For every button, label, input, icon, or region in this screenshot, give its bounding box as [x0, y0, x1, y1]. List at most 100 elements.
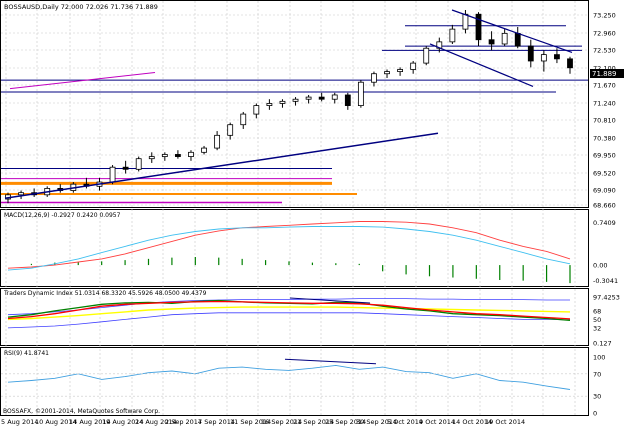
- candle-body: [331, 94, 338, 100]
- candle-body: [188, 151, 194, 157]
- tdi-title: Traders Dynamic Index 51.0314 68.3320 45…: [3, 290, 207, 297]
- tdi-divergence-line[interactable]: [289, 297, 371, 304]
- time-axis-label: 19 Aug 2014: [102, 418, 144, 426]
- candle-body: [18, 192, 24, 196]
- time-axis-label: 19 Oct 2014: [485, 418, 525, 426]
- candle-body: [344, 94, 351, 106]
- candle-body: [527, 45, 534, 62]
- candle-body: [292, 98, 299, 102]
- candle-body: [567, 58, 573, 69]
- candle-body: [449, 28, 456, 43]
- candle-body: [501, 32, 508, 45]
- grid-lines: [1, 1, 588, 415]
- candle-body: [514, 32, 521, 47]
- tdi-axis-label: 0.127: [593, 340, 612, 348]
- candle-body: [371, 73, 377, 83]
- price-axis: 73.250 72.960 72.530 72.100 71.670 71.240 70.8…: [593, 12, 616, 210]
- price-axis-label: 72.530: [593, 47, 616, 55]
- rsi-axis: 100 70 30 0: [593, 354, 605, 418]
- time-axis-label: 21 Sep 2014: [293, 418, 334, 426]
- time-axis-label: 9 Oct 2014: [419, 418, 455, 426]
- candle-body: [109, 166, 116, 183]
- macd-main-line: [7, 226, 571, 271]
- current-price-marker: [590, 69, 624, 78]
- price-axis-label: 68.660: [593, 202, 616, 210]
- uptrend-line[interactable]: [4, 132, 439, 199]
- candle-body: [475, 13, 482, 41]
- panel-frames: [0, 0, 589, 416]
- rsi-axis-label: 30: [593, 393, 601, 401]
- time-axis-label: 14 Oct 2014: [452, 418, 492, 426]
- price-axis-label: 71.240: [593, 100, 616, 108]
- time-axis-label: 16 Sep 2014: [261, 418, 302, 426]
- time-axis-label: 24 Aug 2014: [135, 418, 177, 426]
- rsi-line: [7, 364, 571, 390]
- candle-body: [240, 113, 247, 126]
- candle-body: [318, 96, 325, 100]
- tdi-axis-label: 68: [593, 307, 601, 315]
- candle-body: [357, 81, 364, 106]
- time-axis-label: 11 Sep 2014: [230, 418, 271, 426]
- candle-body: [253, 105, 260, 115]
- candle-body: [397, 69, 403, 73]
- time-axis-label: 5 Oct 2014: [387, 418, 423, 426]
- candle-body: [462, 13, 469, 30]
- price-axis-label: 71.670: [593, 82, 616, 90]
- macd-axis-label: 0.00: [593, 262, 607, 270]
- candle-body: [122, 166, 129, 170]
- candle-body: [135, 158, 142, 170]
- candle-body: [214, 134, 221, 149]
- tdi-indicator: [7, 297, 571, 329]
- candle-body: [161, 154, 168, 157]
- tdi-upper-band-line: [7, 298, 570, 316]
- price-axis-label: 69.950: [593, 152, 616, 160]
- copyright-text: BOSSAFX, ©2001-2014, MetaQuotes Software…: [3, 408, 160, 415]
- tdi-yellow-mid-line: [7, 306, 571, 321]
- time-axis-label: 14 Aug 2014: [69, 418, 111, 426]
- current-price-label: 71.889: [592, 70, 617, 78]
- magenta-trendline[interactable]: [9, 71, 156, 90]
- candle-body: [384, 71, 390, 75]
- tdi-red-line: [7, 300, 571, 320]
- downtrend-channel-lower[interactable]: [429, 43, 534, 88]
- rsi-divergence-line[interactable]: [284, 358, 377, 365]
- candle-body: [201, 147, 207, 153]
- candle-body: [305, 96, 312, 100]
- price-axis-label: 73.250: [593, 12, 616, 20]
- macd-indicator: [7, 221, 571, 284]
- rsi-axis-label: 0: [593, 410, 597, 418]
- time-axis-label: 25 Sep 2014: [325, 418, 366, 426]
- rsi-panel-frame: [0, 347, 589, 416]
- price-axis-label: 70.380: [593, 135, 616, 143]
- time-axis-label: 5 Aug 2014: [1, 418, 39, 426]
- tdi-lower-band-line: [7, 312, 571, 329]
- time-axis-label: 2 Sep 2014: [165, 418, 202, 426]
- rsi-axis-label: 70: [593, 370, 601, 378]
- candle-body: [175, 154, 181, 157]
- price-panel-frame: [0, 0, 589, 208]
- tdi-axis-label: 32: [593, 324, 601, 332]
- candle-body: [423, 47, 430, 64]
- tdi-axis-label: 97.4253: [593, 294, 620, 302]
- macd-axis: 0.7409 0.00 -0.3041: [593, 219, 618, 285]
- downtrend-channel-upper[interactable]: [451, 9, 573, 54]
- rsi-axis-label: 100: [593, 354, 605, 362]
- candle-body: [148, 156, 155, 160]
- candle-body: [227, 124, 234, 136]
- rsi-indicator: [1, 358, 588, 397]
- macd-title: MACD(12,26,9) -0.2927 0.2420 0.0957: [4, 212, 121, 219]
- macd-panel-frame: [0, 209, 589, 287]
- price-axis-label: 69.090: [593, 187, 616, 195]
- macd-signal-line: [7, 221, 571, 269]
- time-axis-label: 10 Aug 2014: [35, 418, 77, 426]
- candle-body: [488, 39, 495, 45]
- trendlines[interactable]: [4, 9, 573, 199]
- time-axis-label: 7 Sep 2014: [198, 418, 235, 426]
- price-axis-label: 70.810: [593, 117, 616, 125]
- price-axis-label: 69.520: [593, 170, 616, 178]
- price-axis-label: 72.100: [593, 65, 616, 73]
